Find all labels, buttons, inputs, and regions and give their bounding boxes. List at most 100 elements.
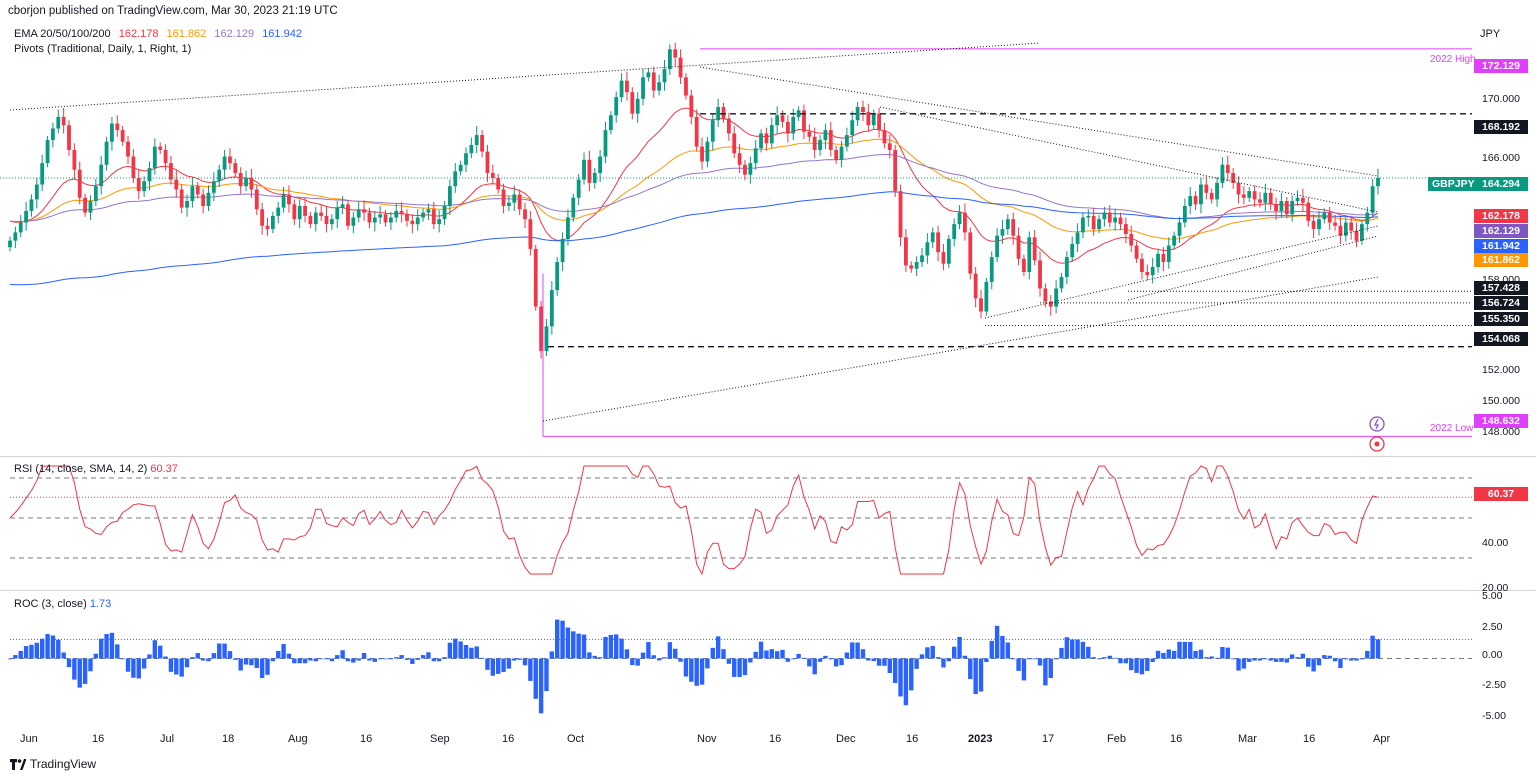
roc-bar [1316, 658, 1322, 666]
roc-bar [512, 658, 517, 661]
candle-body [40, 163, 45, 185]
candle [716, 98, 721, 127]
roc-bar [796, 653, 801, 659]
roc-bar [871, 658, 876, 662]
candle-body [582, 159, 586, 180]
candle [1199, 177, 1203, 214]
time-axis-label: 18 [222, 733, 235, 745]
candle [957, 205, 962, 230]
candle-body [152, 146, 157, 169]
tradingview-logo-icon [10, 758, 26, 770]
candle [464, 147, 468, 173]
roc-bar [571, 631, 576, 659]
candle [45, 135, 50, 168]
candle [780, 110, 785, 128]
candle [571, 193, 576, 222]
time-axis-label: 16 [92, 733, 105, 745]
candle [608, 111, 613, 135]
candle-body [920, 255, 924, 263]
candle [721, 102, 726, 123]
roc-bar [656, 658, 662, 661]
roc-bar [726, 658, 732, 664]
annotation-2022-high: 2022 High [1430, 54, 1476, 65]
candle-body [1032, 237, 1037, 261]
candle [394, 203, 399, 223]
roc-bar [941, 658, 946, 668]
candle-body [1376, 177, 1380, 187]
roc-bar [721, 649, 726, 659]
roc-bar [1236, 658, 1241, 671]
roc-bar [597, 657, 603, 659]
candle-body [1349, 222, 1354, 231]
candle-body [1166, 245, 1171, 263]
candle-body [67, 125, 71, 150]
roc-bar [1037, 658, 1043, 666]
candle-body [1038, 260, 1042, 289]
candle [700, 137, 704, 170]
candle-body [104, 141, 109, 165]
roc-bar [1263, 658, 1268, 660]
candle-body [608, 115, 613, 131]
candle [13, 226, 18, 249]
roc-bar [855, 642, 860, 659]
candle [485, 144, 490, 183]
candle [560, 232, 565, 272]
roc-bar [61, 652, 66, 659]
price-tag-level: 154.068 [1474, 332, 1528, 346]
candle-body [904, 237, 908, 266]
candle-body [861, 107, 865, 112]
candle-body [673, 49, 678, 58]
candle [1322, 208, 1327, 224]
roc-bar [479, 657, 485, 659]
candle-body [18, 222, 23, 233]
roc-bar [217, 643, 222, 659]
roc-bar [1177, 641, 1182, 659]
candle [8, 236, 12, 252]
roc-bar [453, 638, 458, 659]
candle [351, 211, 356, 234]
time-axis-label: Apr [1373, 733, 1391, 745]
candle [689, 89, 694, 125]
roc-bar [1375, 639, 1381, 659]
tradingview-footer[interactable]: TradingView [10, 757, 96, 771]
candle-body [56, 116, 61, 129]
candle [24, 201, 28, 231]
candle-body [737, 153, 742, 165]
candle-body [270, 215, 275, 230]
candle [211, 172, 216, 202]
candle-body [828, 130, 833, 150]
roc-bar [50, 635, 56, 659]
candle-body [689, 95, 694, 117]
roc-bar [394, 657, 399, 659]
roc-bar [93, 653, 99, 659]
candle [684, 73, 688, 100]
candle [587, 150, 592, 192]
candle [147, 161, 152, 191]
candle-body [549, 290, 554, 327]
candle-body [1140, 258, 1144, 272]
roc-bar [962, 655, 968, 659]
candle [458, 160, 463, 176]
candle-body [228, 156, 232, 164]
candle [297, 199, 302, 229]
candle [415, 209, 420, 231]
candle [99, 155, 104, 195]
candle [834, 145, 839, 164]
candle [77, 161, 82, 205]
roc-bar [195, 653, 200, 659]
candle-body [893, 149, 898, 192]
candle-body [426, 209, 431, 213]
roc-bar [281, 644, 286, 659]
roc-bar [23, 646, 29, 659]
roc-bar [1284, 658, 1289, 663]
candle [1215, 177, 1219, 207]
candle-body [99, 164, 104, 187]
candle [989, 251, 994, 290]
roc-bar [495, 658, 501, 674]
roc-bar [839, 658, 844, 666]
candle-body [995, 235, 1000, 258]
roc-bar [640, 652, 646, 659]
candle [952, 218, 957, 247]
candle-body [1274, 204, 1278, 211]
